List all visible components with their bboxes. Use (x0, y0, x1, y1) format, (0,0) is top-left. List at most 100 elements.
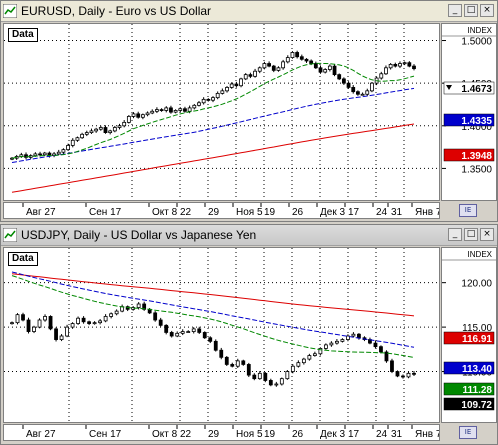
candle-body (335, 340, 339, 344)
candle-body (48, 316, 53, 330)
time-label: 31 (391, 207, 403, 218)
candle-body (183, 108, 187, 112)
candle-body (206, 98, 211, 101)
candle-body (169, 107, 173, 113)
candle-body (304, 58, 309, 62)
usdjpy-chart-window[interactable]: USDJPY, Daily - US Dollar vs Japanese Ye… (0, 224, 498, 445)
moving-average-green-dashed-line (11, 275, 415, 358)
candle-body (202, 332, 207, 339)
candle-body (87, 321, 91, 324)
candle-body (187, 107, 192, 112)
candle-body (37, 319, 42, 328)
candle-body (158, 319, 163, 326)
time-label: 26 (292, 207, 304, 218)
candle-body (340, 339, 345, 342)
time-label: 26 (292, 429, 304, 440)
price-axis[interactable]: INDEX120.00115.00110.00116.91113.40111.2… (441, 247, 497, 423)
candle-body (257, 67, 262, 72)
price-tag-box (443, 382, 495, 396)
time-label: Сен 17 (89, 207, 122, 218)
candle-body (142, 303, 147, 310)
price-tag-label: 1.4335 (461, 116, 492, 127)
candle-body (153, 312, 158, 321)
candle-body (26, 319, 31, 332)
candle-body (252, 374, 257, 380)
indicator-corner-button[interactable]: IE (459, 204, 477, 217)
time-label: Авг 27 (26, 429, 56, 440)
current-price-marker-icon (446, 85, 452, 90)
time-label: 31 (391, 429, 403, 440)
candle-body (290, 52, 295, 58)
candle-body (112, 127, 117, 132)
candle-body (360, 93, 365, 96)
candle-body (65, 326, 69, 337)
candle-body (70, 323, 75, 328)
price-tag-box (443, 148, 495, 162)
candle-body (332, 65, 337, 76)
candle-body (178, 108, 183, 111)
data-label: Data (8, 28, 38, 42)
candle-body (235, 360, 240, 367)
close-button[interactable]: × (480, 4, 494, 17)
moving-average-blue-dashed-line (11, 271, 415, 348)
close-button[interactable]: × (480, 228, 494, 241)
candlestick-plot[interactable] (4, 248, 439, 422)
candle-body (373, 342, 378, 348)
candle-body (108, 130, 113, 134)
candle-body (98, 320, 103, 324)
maximize-button[interactable]: □ (464, 228, 478, 241)
candle-body (309, 60, 314, 64)
candle-body (33, 153, 38, 157)
price-chart[interactable]: Data (3, 23, 440, 201)
candle-body (114, 310, 119, 315)
candle-body (225, 87, 229, 92)
candle-body (219, 349, 224, 358)
price-tag-label: 113.40 (462, 364, 492, 375)
candle-body (395, 371, 400, 377)
candle-body (401, 375, 405, 378)
candle-body (253, 70, 257, 77)
moving-average-blue-dashed-line (11, 87, 415, 163)
minimize-button[interactable]: _ (448, 4, 462, 17)
price-chart[interactable]: Data (3, 247, 440, 423)
index-label: INDEX (468, 250, 493, 259)
candle-body (267, 63, 271, 67)
maximize-button[interactable]: □ (464, 4, 478, 17)
eurusd-titlebar[interactable]: EURUSD, Daily - Euro vs US Dollar _ □ × (1, 1, 497, 22)
index-label: INDEX (468, 26, 493, 35)
candlestick-plot[interactable] (4, 24, 439, 200)
candle-body (337, 74, 342, 80)
price-tag-box (443, 113, 495, 127)
candle-body (388, 64, 393, 69)
candle-body (191, 328, 196, 332)
candle-body (164, 324, 169, 333)
candle-body (271, 65, 276, 71)
candle-body (390, 360, 394, 372)
minimize-button[interactable]: _ (448, 228, 462, 241)
candle-body (173, 110, 178, 113)
time-label: Окт 8 (152, 429, 178, 440)
time-label: 22 (180, 429, 192, 440)
candle-body (103, 316, 108, 322)
candle-body (21, 314, 25, 321)
indicator-corner-button[interactable]: IE (459, 426, 477, 439)
candle-body (42, 152, 47, 156)
chart-window-icon (3, 228, 17, 242)
usdjpy-titlebar[interactable]: USDJPY, Daily - US Dollar vs Japanese Ye… (1, 225, 497, 246)
candle-body (402, 62, 407, 65)
time-label: 19 (264, 207, 276, 218)
time-label: 24 (376, 429, 388, 440)
time-scale: Авг 27 Сен 17 Окт 8 22 29 Ноя 5 19 26 Дек 3 17 24 3… (22, 425, 442, 440)
window-title: USDJPY, Daily - US Dollar vs Japanese Ye… (21, 228, 257, 242)
candle-body (208, 337, 213, 342)
candle-body (98, 127, 103, 130)
time-scale: Авг 27 Сен 17 Окт 8 22 29 Ноя 5 19 26 Дек 3 17 24 3… (22, 203, 442, 218)
candle-body (412, 65, 416, 70)
candle-body (341, 78, 346, 84)
price-axis[interactable]: INDEX1.50001.45001.40001.35001.46731.433… (441, 23, 497, 201)
candle-body (379, 346, 383, 353)
eurusd-chart-window[interactable]: EURUSD, Daily - Euro vs US Dollar _ □ × … (0, 0, 498, 222)
time-label: 17 (348, 429, 360, 440)
candle-body (307, 355, 312, 360)
candle-body (274, 383, 279, 386)
